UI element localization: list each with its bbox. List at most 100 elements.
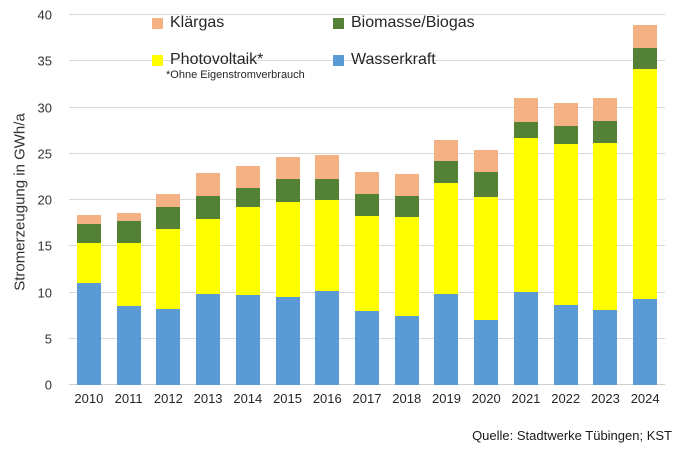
bar-column bbox=[148, 15, 188, 385]
bar-segment bbox=[235, 187, 260, 208]
stacked-bar bbox=[275, 15, 300, 385]
bar-column bbox=[268, 15, 308, 385]
biomasse-swatch-icon bbox=[333, 17, 344, 29]
stacked-bar bbox=[394, 15, 419, 385]
y-tick-label: 10 bbox=[37, 285, 52, 300]
x-axis-label: 2017 bbox=[352, 391, 382, 406]
bar-segment bbox=[196, 196, 221, 219]
source-caption: Quelle: Stadtwerke Tübingen; KST bbox=[472, 428, 672, 443]
bar-segment bbox=[235, 165, 260, 188]
bar-segment bbox=[116, 242, 141, 307]
x-axis-label: 2021 bbox=[511, 391, 541, 406]
plot-area bbox=[69, 14, 665, 385]
x-axis-label: 2024 bbox=[630, 391, 660, 406]
y-tick-label: 20 bbox=[37, 192, 52, 208]
photovoltaik-swatch-icon bbox=[152, 54, 163, 66]
bar-column bbox=[466, 15, 506, 385]
bar-segment bbox=[315, 290, 340, 385]
bar-segment bbox=[434, 183, 459, 295]
legend-label-photovoltaik: Photovoltaik* bbox=[170, 51, 264, 68]
bar-segment bbox=[76, 214, 101, 225]
bar-segment bbox=[593, 98, 618, 122]
y-tick-label: 5 bbox=[44, 331, 52, 347]
gridline bbox=[69, 60, 665, 62]
bar-segment bbox=[593, 310, 618, 385]
stacked-bar bbox=[156, 15, 181, 385]
bar-segment bbox=[355, 215, 379, 311]
legend-item-klaergas: Klärgas bbox=[152, 14, 224, 32]
stacked-bar bbox=[474, 15, 499, 385]
bar-segment bbox=[275, 178, 300, 202]
bar-column bbox=[188, 15, 228, 385]
stacked-bar bbox=[633, 15, 658, 385]
stacked-bar bbox=[434, 15, 459, 385]
x-axis-label: 2018 bbox=[392, 391, 422, 406]
bar-segment bbox=[633, 68, 658, 299]
bar-segment bbox=[156, 228, 181, 310]
bar-column bbox=[427, 15, 467, 385]
bar-segment bbox=[553, 143, 578, 306]
stacked-bar bbox=[355, 15, 379, 385]
bar-segment bbox=[434, 139, 459, 162]
y-tick-label: 40 bbox=[37, 7, 52, 23]
bar-segment bbox=[434, 161, 459, 184]
x-axis-label: 2016 bbox=[312, 391, 342, 406]
y-tick-label: 25 bbox=[37, 146, 52, 162]
bar-column bbox=[109, 15, 149, 385]
legend-footnote: *Ohne Eigenstromverbrauch bbox=[166, 69, 305, 81]
gridline bbox=[69, 106, 665, 108]
bar-segment bbox=[116, 306, 141, 385]
gridline bbox=[69, 152, 665, 154]
bar-segment bbox=[156, 309, 181, 385]
bar-segment bbox=[315, 200, 340, 291]
bar-segment bbox=[553, 126, 578, 144]
stacked-bar bbox=[76, 15, 101, 385]
bar-segment bbox=[633, 48, 658, 69]
bar-segment bbox=[474, 320, 499, 385]
x-axis-label: 2020 bbox=[471, 391, 501, 406]
bar-segment bbox=[116, 212, 141, 222]
bars-container bbox=[69, 15, 665, 385]
legend-label-wasserkraft: Wasserkraft bbox=[351, 51, 436, 68]
bar-segment bbox=[315, 154, 340, 179]
bar-segment bbox=[513, 122, 538, 139]
bar-segment bbox=[474, 197, 499, 321]
bar-segment bbox=[76, 283, 101, 385]
y-tick-label: 30 bbox=[37, 100, 52, 115]
bar-segment bbox=[513, 98, 538, 123]
bar-column bbox=[546, 15, 586, 385]
bar-segment bbox=[394, 216, 419, 316]
x-axis-label: 2011 bbox=[114, 391, 143, 406]
wasserkraft-swatch-icon bbox=[333, 54, 344, 66]
x-axis-label: 2019 bbox=[432, 391, 461, 406]
bar-segment bbox=[275, 201, 300, 298]
gridline bbox=[69, 14, 665, 15]
stacked-bar bbox=[116, 15, 141, 385]
y-tick-label: 15 bbox=[37, 238, 52, 254]
x-axis-label: 2013 bbox=[193, 391, 223, 406]
bar-segment bbox=[235, 207, 260, 296]
bar-segment bbox=[235, 295, 260, 385]
klaergas-swatch-icon bbox=[152, 17, 163, 29]
bar-segment bbox=[156, 193, 181, 207]
stacked-bar bbox=[315, 15, 340, 385]
stacked-bar bbox=[553, 15, 578, 385]
bar-segment bbox=[434, 294, 459, 385]
bar-segment bbox=[196, 294, 221, 385]
legend-item-wasserkraft: Wasserkraft bbox=[333, 51, 436, 69]
y-tick-label: 35 bbox=[37, 53, 52, 69]
x-axis-label: 2023 bbox=[590, 391, 620, 406]
bar-column bbox=[347, 15, 387, 385]
bar-segment bbox=[394, 196, 419, 217]
bar-segment bbox=[355, 311, 379, 385]
legend-label-biomasse: Biomasse/Biogas bbox=[351, 14, 475, 31]
stacked-bar bbox=[513, 15, 538, 385]
stacked-bar bbox=[196, 15, 221, 385]
bar-column bbox=[228, 15, 268, 385]
bar-segment bbox=[275, 157, 300, 179]
legend-item-photovoltaik: Photovoltaik* bbox=[152, 51, 263, 69]
y-tick-label: 0 bbox=[44, 377, 52, 393]
bar-column bbox=[586, 15, 626, 385]
bar-segment bbox=[474, 150, 499, 173]
